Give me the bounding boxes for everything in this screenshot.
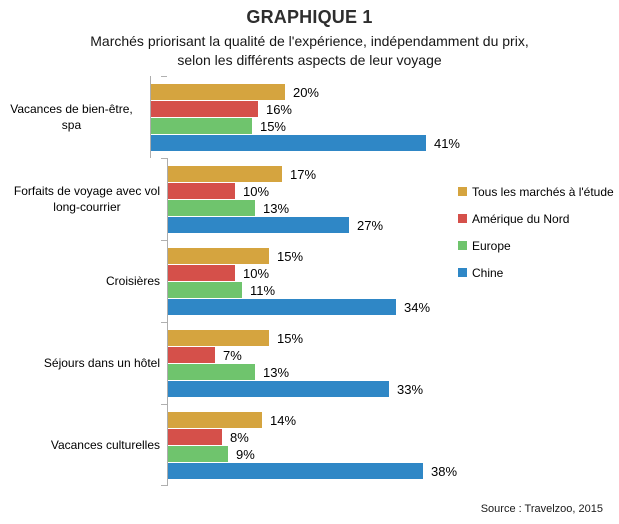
bar xyxy=(168,166,282,182)
bar-line: 27% xyxy=(168,217,460,233)
bar xyxy=(168,248,269,264)
legend-swatch xyxy=(458,187,467,196)
category-row: Vacances de bien-être, spa 20% 16% 15% 41% xyxy=(0,76,460,158)
bar-line: 41% xyxy=(150,135,460,151)
bar xyxy=(168,381,389,397)
legend-label: Chine xyxy=(472,265,504,280)
category-label: Séjours dans un hôtel xyxy=(43,355,160,370)
bar-value-label: 15% xyxy=(277,248,304,264)
bar-line: 20% xyxy=(150,84,460,100)
bar-line: 14% xyxy=(168,412,460,428)
bar-value-label: 7% xyxy=(223,347,242,363)
legend-swatch xyxy=(458,214,467,223)
bar xyxy=(168,217,349,233)
bar-value-label: 10% xyxy=(243,265,270,281)
category-label: Croisières xyxy=(105,273,160,288)
bar-value-label: 13% xyxy=(263,364,290,380)
bar-line: 17% xyxy=(168,166,460,182)
bar-value-label: 41% xyxy=(433,135,460,151)
category-label-cell: Vacances culturelles xyxy=(0,404,167,486)
bar-line: 9% xyxy=(168,446,460,462)
category-row: Séjours dans un hôtel 15% 7% 13% 33% xyxy=(0,322,460,404)
bar xyxy=(168,200,255,216)
bar-value-label: 17% xyxy=(290,166,317,182)
bar-line: 38% xyxy=(168,463,460,479)
legend-item: Tous les marchés à l'étude xyxy=(458,178,618,205)
bar-line: 13% xyxy=(168,364,460,380)
legend-label: Amérique du Nord xyxy=(472,211,570,226)
category-label-cell: Croisières xyxy=(0,240,167,322)
bar-line: 33% xyxy=(168,381,460,397)
chart-title: GRAPHIQUE 1 xyxy=(246,7,373,27)
bar xyxy=(168,299,396,315)
bar-line: 15% xyxy=(150,118,460,134)
legend-item: Amérique du Nord xyxy=(458,205,618,232)
bar xyxy=(150,84,285,100)
category-label-cell: Vacances de bien-être, spa xyxy=(0,76,150,158)
legend: Tous les marchés à l'étude Amérique du No… xyxy=(458,178,618,286)
bar-line: 16% xyxy=(150,101,460,117)
category-row: Forfaits de voyage avec vol long-courrie… xyxy=(0,158,460,240)
bar xyxy=(168,429,222,445)
legend-swatch xyxy=(458,268,467,277)
bar-group: 20% 16% 15% 41% xyxy=(149,76,460,158)
category-label: Vacances de bien-être, spa xyxy=(10,101,133,132)
bar-group: 17% 10% 13% 27% xyxy=(167,158,460,240)
bar-line: 15% xyxy=(168,330,460,346)
bar xyxy=(168,265,235,281)
chart-subtitle: Marchés priorisant la qualité de l'expér… xyxy=(90,33,529,69)
bar xyxy=(168,446,228,462)
bar-value-label: 9% xyxy=(236,446,255,462)
bar-value-label: 20% xyxy=(292,84,319,100)
bar-value-label: 34% xyxy=(404,299,431,315)
legend-item: Chine xyxy=(458,259,618,286)
legend-swatch xyxy=(458,241,467,250)
bar-line: 34% xyxy=(168,299,460,315)
bar-value-label: 27% xyxy=(357,217,384,233)
bar-value-label: 11% xyxy=(250,282,276,298)
bar-value-label: 15% xyxy=(277,330,304,346)
bar-value-label: 33% xyxy=(397,381,424,397)
legend-label: Tous les marchés à l'étude xyxy=(472,184,614,199)
bar xyxy=(168,412,262,428)
bar-line: 8% xyxy=(168,429,460,445)
bar-value-label: 38% xyxy=(431,463,458,479)
bar-rows: Vacances de bien-être, spa 20% 16% 15% 41% Fo… xyxy=(0,76,460,486)
legend-label: Europe xyxy=(472,238,511,253)
category-label-cell: Forfaits de voyage avec vol long-courrie… xyxy=(0,158,167,240)
bar-line: 10% xyxy=(168,265,460,281)
bar-value-label: 10% xyxy=(243,183,270,199)
bar xyxy=(168,183,235,199)
bar xyxy=(168,347,215,363)
bar-line: 11% xyxy=(168,282,460,298)
category-row: Vacances culturelles 14% 8% 9% 38% xyxy=(0,404,460,486)
bar-value-label: 14% xyxy=(270,412,297,428)
bar-value-label: 8% xyxy=(230,429,249,445)
legend-item: Europe xyxy=(458,232,618,259)
bar xyxy=(150,135,426,151)
bar-value-label: 16% xyxy=(265,101,292,117)
bar-group: 15% 10% 11% 34% xyxy=(167,240,460,322)
bar-group: 15% 7% 13% 33% xyxy=(167,322,460,404)
bar xyxy=(150,101,258,117)
bar xyxy=(150,118,252,134)
bar-line: 13% xyxy=(168,200,460,216)
category-row: Croisières 15% 10% 11% 34% xyxy=(0,240,460,322)
bar xyxy=(168,282,242,298)
bar-line: 15% xyxy=(168,248,460,264)
bar-value-label: 15% xyxy=(259,118,286,134)
bar xyxy=(168,364,255,380)
category-label: Vacances culturelles xyxy=(50,437,160,452)
bar-line: 10% xyxy=(168,183,460,199)
category-label-cell: Séjours dans un hôtel xyxy=(0,322,167,404)
category-label: Forfaits de voyage avec vol long-courrie… xyxy=(13,183,160,214)
bar-group: 14% 8% 9% 38% xyxy=(167,404,460,486)
bar xyxy=(168,330,269,346)
bar xyxy=(168,463,423,479)
plot-area: Vacances de bien-être, spa 20% 16% 15% 41% Fo… xyxy=(0,76,460,486)
source-note: Source : Travelzoo, 2015 xyxy=(480,503,603,515)
bar-line: 7% xyxy=(168,347,460,363)
bar-value-label: 13% xyxy=(263,200,290,216)
